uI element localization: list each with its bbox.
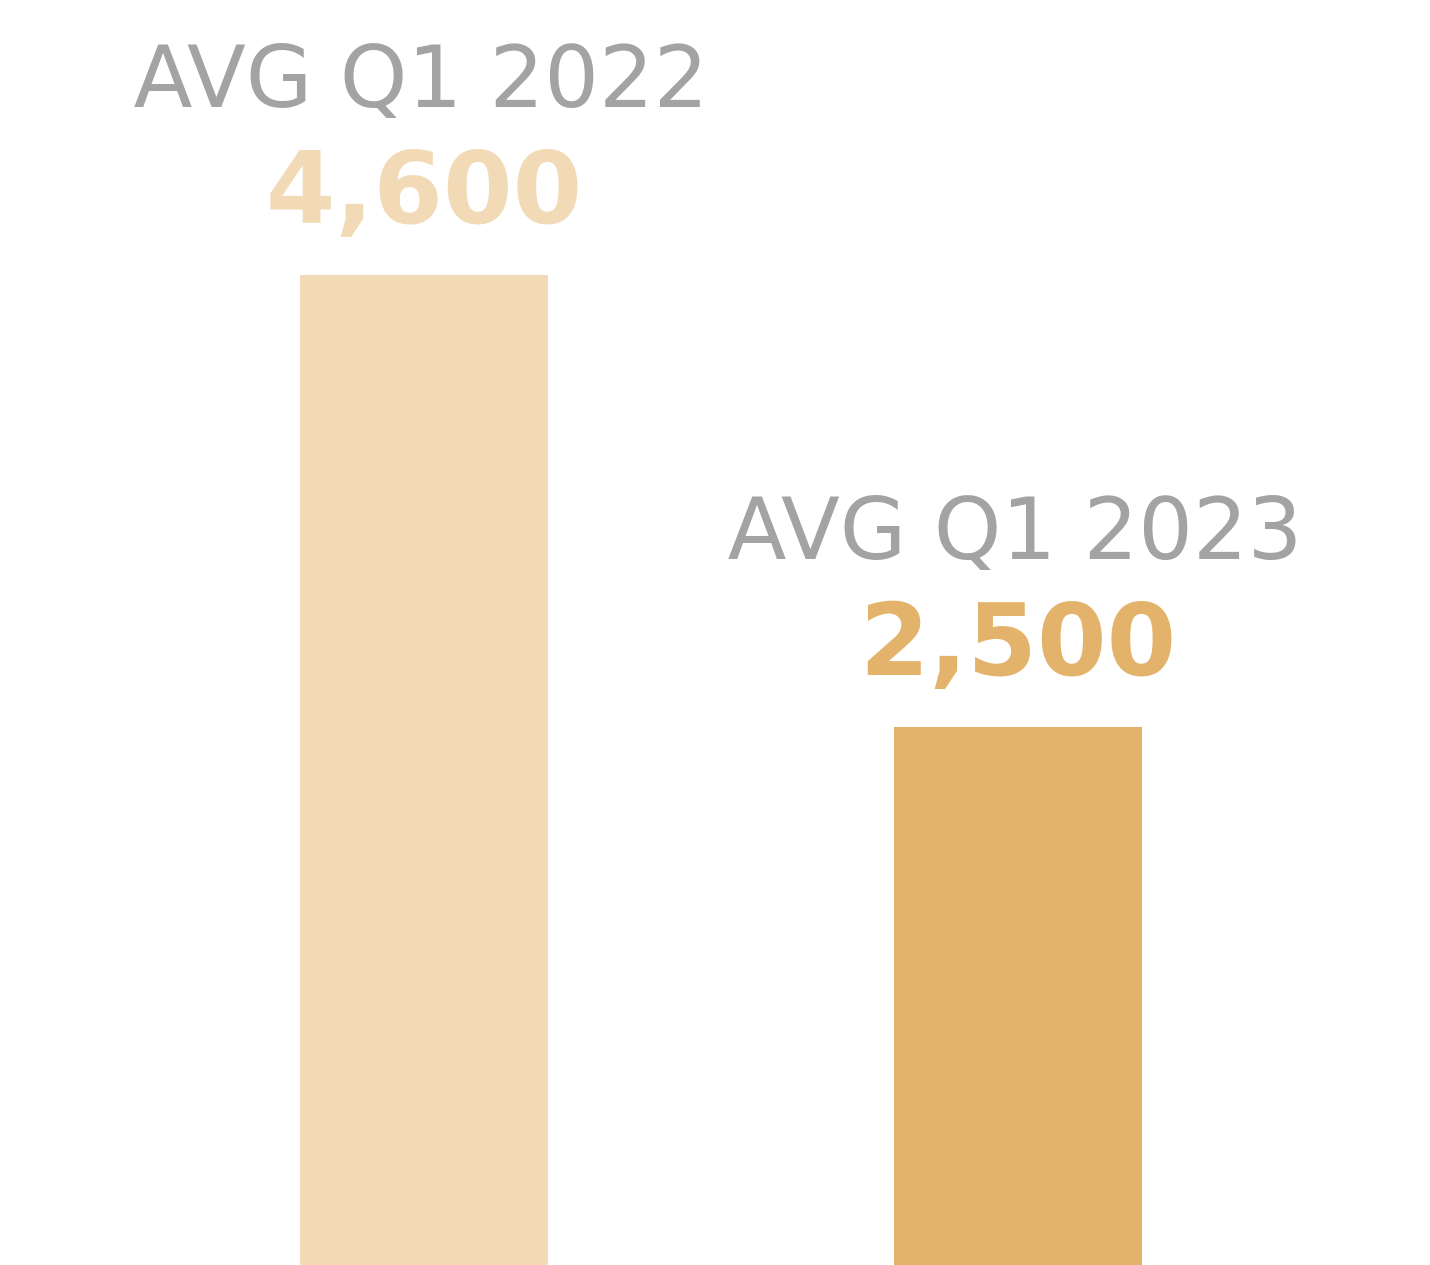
category-label: AVG Q1 2023 [728,480,1303,580]
value-label: 4,600 [266,130,582,247]
category-label: AVG Q1 2022 [134,28,709,128]
bar [894,726,1142,1265]
bar [300,275,548,1265]
value-label: 2,500 [860,582,1176,699]
